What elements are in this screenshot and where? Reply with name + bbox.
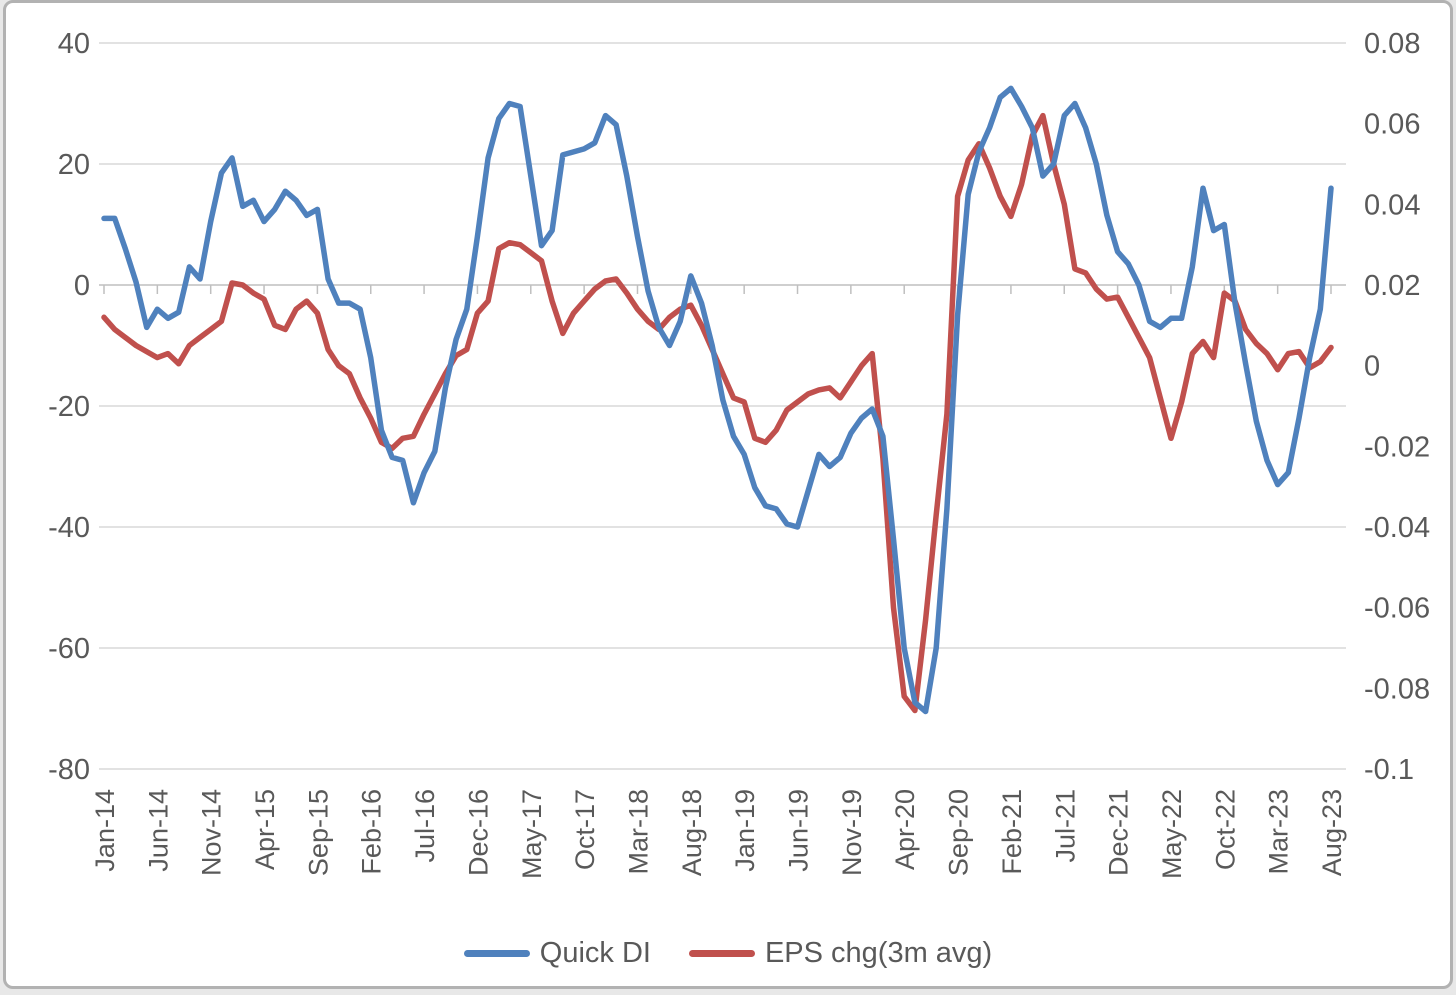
left-axis-tick-label: -20	[48, 391, 90, 423]
x-axis-tick-label: Mar-18	[623, 789, 653, 875]
x-axis-tick-label: Oct-17	[570, 789, 600, 870]
left-axis-tick-label: 40	[58, 28, 90, 60]
x-axis-tick-label: Sep-20	[944, 789, 974, 876]
left-axis-tick-label: -60	[48, 633, 90, 665]
chart-frame: 40 20 0 -20 -40 -60 -80 0.08 0.06 0.04 0.02 0 -0.02 -…	[3, 0, 1453, 989]
x-axis-tick-label: May-17	[517, 789, 547, 879]
x-axis-tick-label: Jul-16	[410, 789, 440, 863]
x-axis-tick-label: May-22	[1157, 789, 1187, 879]
x-axis-tick-label: Sep-15	[303, 789, 333, 876]
x-axis-tick-label: Jan-14	[90, 789, 120, 872]
series-line-quick-di	[101, 85, 1334, 715]
right-axis-tick-label: -0.02	[1364, 431, 1430, 463]
right-axis-tick-label: 0.04	[1364, 189, 1420, 221]
x-axis-tick-label: Aug-23	[1317, 789, 1347, 876]
chart-canvas: 40 20 0 -20 -40 -60 -80 0.08 0.06 0.04 0.02 0 -0.02 -…	[48, 28, 1430, 879]
x-axis-tick-label: Aug-18	[677, 789, 707, 876]
right-axis-tick-label: -0.06	[1364, 593, 1430, 625]
x-axis-tick-label: Feb-16	[357, 789, 387, 875]
dual-axis-line-chart: 40 20 0 -20 -40 -60 -80 0.08 0.06 0.04 0.02 0 -0.02 -…	[6, 3, 1450, 986]
left-axis-tick-label: 0	[74, 270, 90, 302]
right-axis-tick-label: 0.08	[1364, 28, 1420, 60]
left-axis-tick-label: -80	[48, 754, 90, 786]
series-line-eps-chg-3m-avg	[101, 112, 1334, 714]
right-axis-tick-label: 0	[1364, 351, 1380, 383]
x-axis-tick-label: Apr-15	[250, 789, 280, 870]
x-axis-tick-label: Nov-19	[837, 789, 867, 876]
x-axis-tick-label: Nov-14	[197, 789, 227, 876]
right-axis-tick-label: 0.06	[1364, 109, 1420, 141]
x-axis-tick-label: Jan-19	[730, 789, 760, 872]
x-axis-tick-label: Jun-14	[143, 789, 173, 872]
right-axis-tick-label: 0.02	[1364, 270, 1420, 302]
x-axis-tick-label: Oct-22	[1210, 789, 1240, 870]
x-axis-tick-label: Mar-23	[1264, 789, 1294, 875]
x-axis-tick-label: Jul-21	[1050, 789, 1080, 863]
x-axis-tick-label: Apr-20	[890, 789, 920, 870]
x-axis-tick-label: Dec-21	[1104, 789, 1134, 876]
x-axis-tick-label: Dec-16	[463, 789, 493, 876]
x-axis-tick-label: Feb-21	[997, 789, 1027, 875]
left-axis-tick-label: 20	[58, 149, 90, 181]
left-axis-tick-label: -40	[48, 512, 90, 544]
right-axis-tick-label: -0.1	[1364, 754, 1414, 786]
right-axis-tick-label: -0.08	[1364, 673, 1430, 705]
x-axis-tick-label: Jun-19	[784, 789, 814, 872]
right-axis-tick-label: -0.04	[1364, 512, 1430, 544]
